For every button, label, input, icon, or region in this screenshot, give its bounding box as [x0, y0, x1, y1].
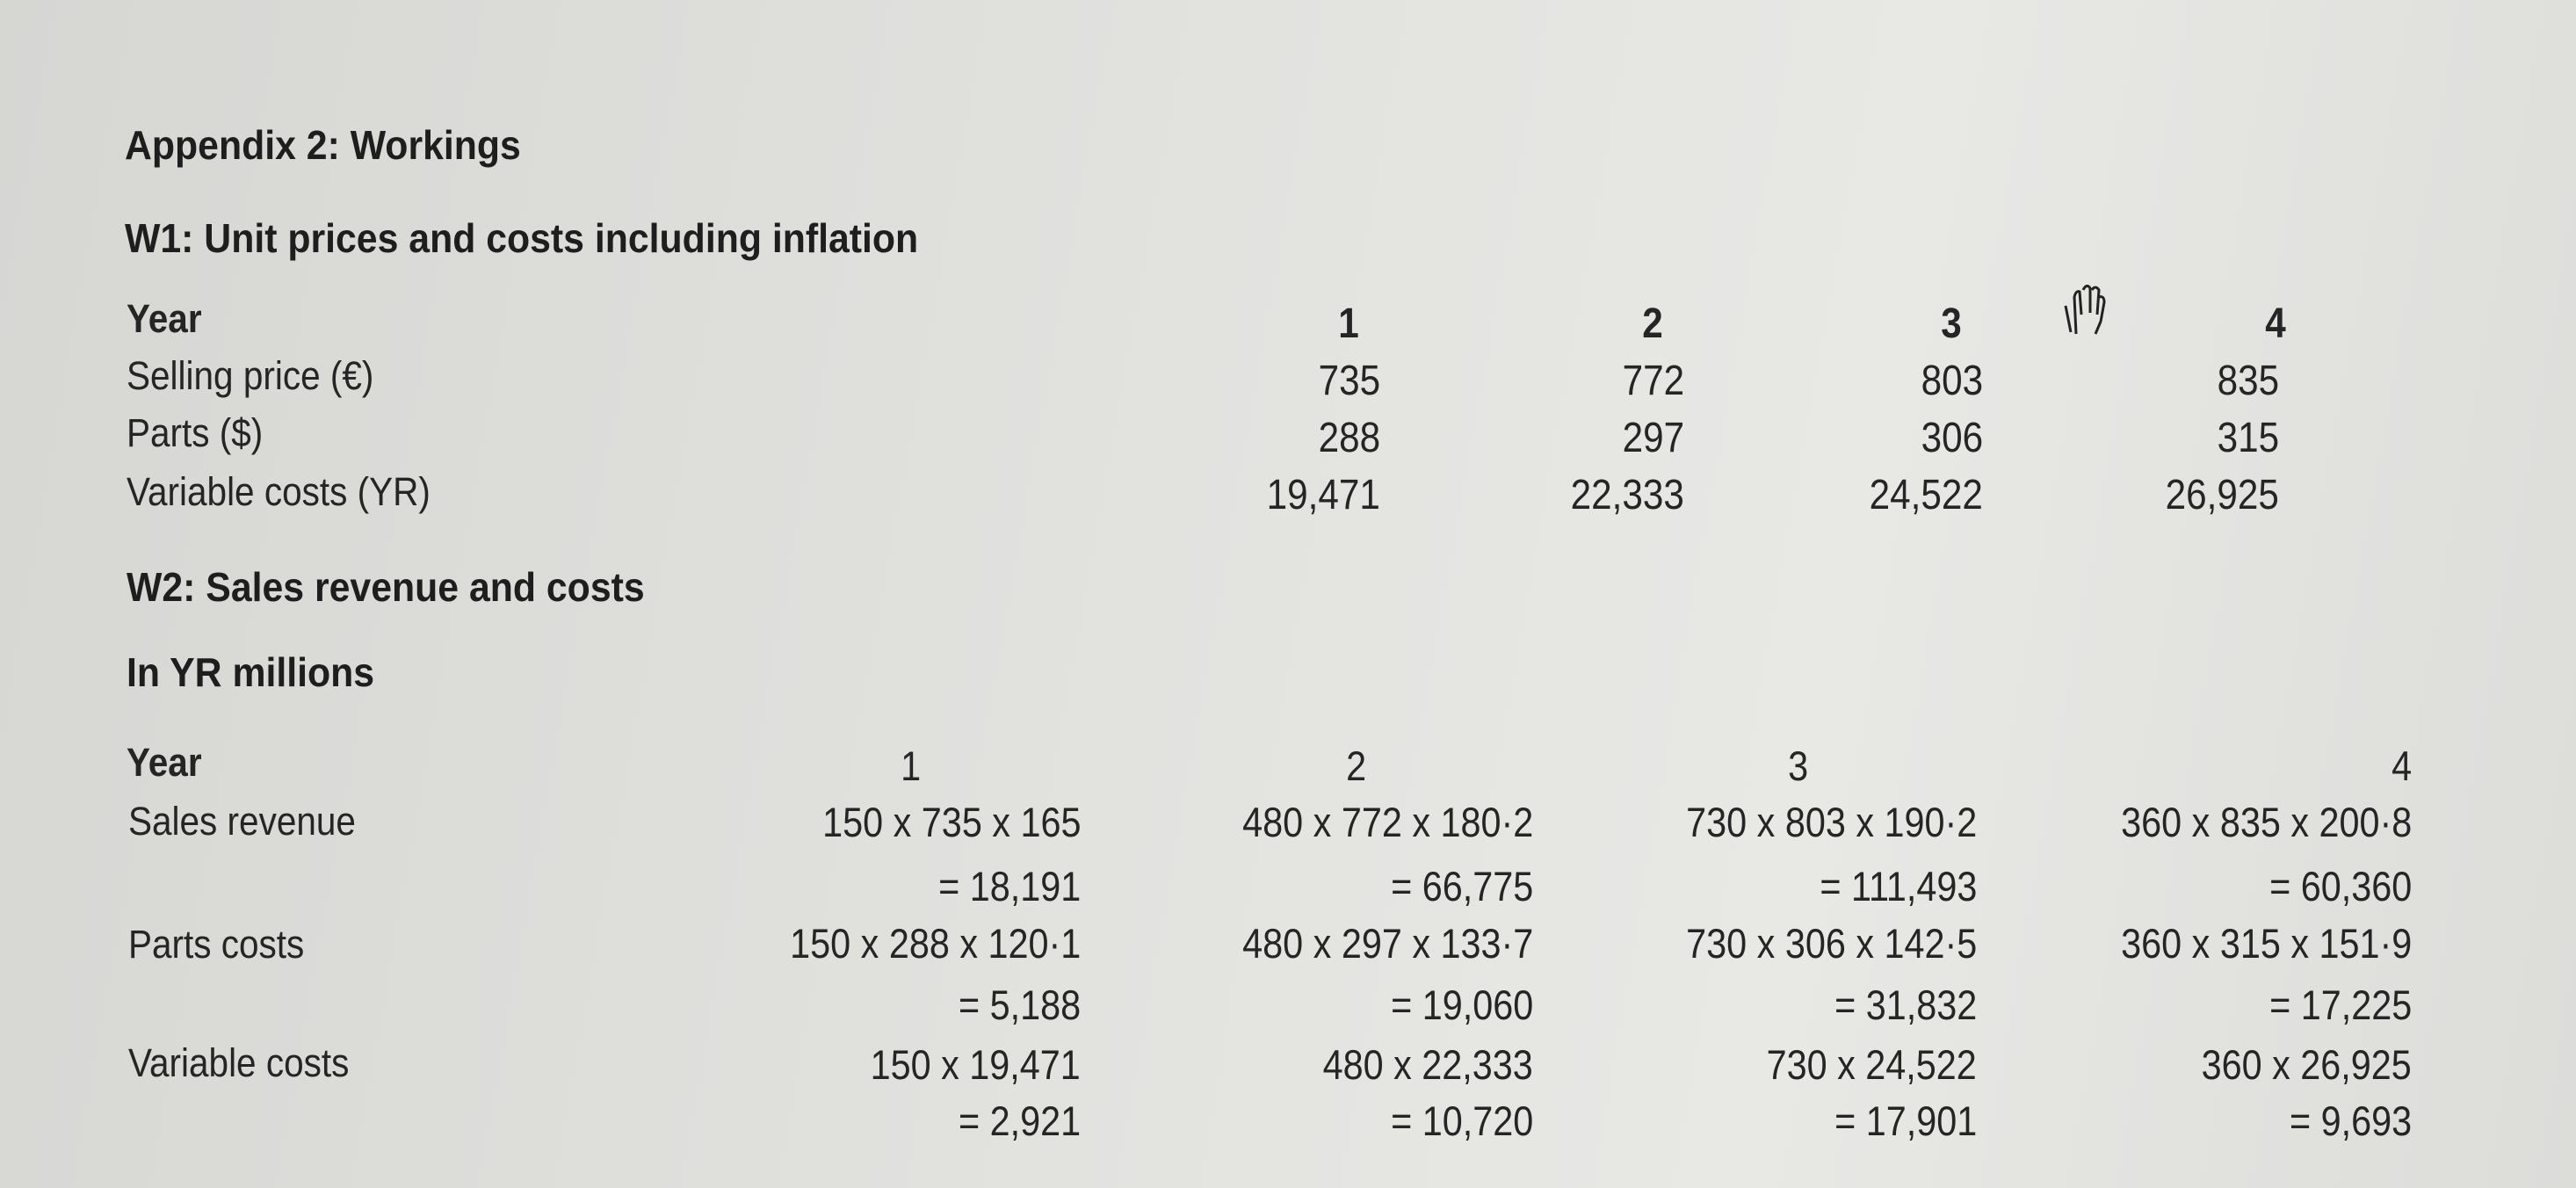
w2-year-header: 2 [1345, 742, 1366, 789]
w1-value-cell: 22,333 [1570, 472, 1684, 518]
w2-result-cell: = 9,693 [2289, 1097, 2412, 1144]
w2-formula-cell: 360 x 835 x 200·8 [2120, 799, 2412, 845]
w2-row-label: Sales revenue [128, 799, 356, 844]
w2-formula-cell: 150 x 288 x 120·1 [789, 920, 1081, 967]
w1-value-cell: 26,925 [2165, 472, 2279, 518]
w2-formula-cell: 480 x 772 x 180·2 [1241, 799, 1533, 845]
w1-value-cell: 772 [1622, 358, 1684, 404]
w1-row-label: Selling price (€) [127, 353, 374, 398]
w1-year-header: 1 [1338, 301, 1359, 347]
w1-row-label: Variable costs (YR) [127, 469, 431, 514]
w2-row-label: Parts costs [128, 922, 305, 967]
appendix-title: Appendix 2: Workings [125, 122, 521, 168]
w2-formula-cell: 150 x 19,471 [870, 1041, 1081, 1088]
w2-formula-cell: 730 x 306 x 142·5 [1685, 920, 1977, 967]
w2-result-cell: = 10,720 [1390, 1097, 1533, 1144]
w2-formula-cell: 730 x 24,522 [1766, 1041, 1977, 1088]
w2-unit-label: In YR millions [127, 649, 375, 695]
w2-formula-cell: 480 x 297 x 133·7 [1241, 920, 1533, 967]
w1-year-header: 4 [2265, 301, 2286, 347]
w1-value-cell: 297 [1622, 415, 1684, 461]
w2-heading: W2: Sales revenue and costs [127, 564, 645, 610]
w2-result-cell: = 66,775 [1390, 863, 1533, 909]
w2-result-cell: = 2,921 [958, 1097, 1081, 1144]
w2-result-cell: = 111,493 [1819, 863, 1977, 909]
w1-value-cell: 306 [1921, 415, 1983, 461]
w1-value-cell: 835 [2217, 358, 2279, 404]
w1-value-cell: 19,471 [1266, 472, 1380, 518]
w2-row-label: Variable costs [128, 1040, 350, 1085]
w2-result-cell: = 18,191 [937, 863, 1081, 909]
w1-row-label: Parts ($) [127, 410, 264, 455]
hand-cursor-icon [2060, 279, 2113, 341]
w2-formula-cell: 480 x 22,333 [1322, 1041, 1533, 1088]
w2-formula-cell: 150 x 735 x 165 [821, 799, 1081, 845]
w2-year-header: 3 [1787, 742, 1808, 789]
w1-heading: W1: Unit prices and costs including infl… [125, 215, 919, 261]
w1-year-label: Year [127, 296, 202, 341]
w2-year-label: Year [127, 740, 202, 785]
w2-result-cell: = 17,901 [1834, 1097, 1977, 1144]
w2-result-cell: = 31,832 [1834, 982, 1977, 1028]
w2-result-cell: = 19,060 [1390, 982, 1533, 1028]
w1-value-cell: 315 [2217, 415, 2279, 461]
w2-year-header: 4 [2391, 742, 2412, 789]
w2-result-cell: = 17,225 [2268, 982, 2412, 1028]
w2-result-cell: = 60,360 [2268, 863, 2412, 909]
w2-year-header: 1 [900, 742, 921, 789]
w2-formula-cell: 360 x 26,925 [2201, 1041, 2412, 1088]
w2-result-cell: = 5,188 [958, 982, 1081, 1028]
w1-value-cell: 803 [1921, 358, 1983, 404]
w1-value-cell: 735 [1318, 358, 1380, 404]
w2-formula-cell: 360 x 315 x 151·9 [2120, 920, 2412, 967]
w1-year-header: 2 [1642, 301, 1663, 347]
w1-year-header: 3 [1941, 301, 1962, 347]
w1-value-cell: 24,522 [1869, 472, 1983, 518]
w1-value-cell: 288 [1318, 415, 1380, 461]
w2-formula-cell: 730 x 803 x 190·2 [1685, 799, 1977, 845]
